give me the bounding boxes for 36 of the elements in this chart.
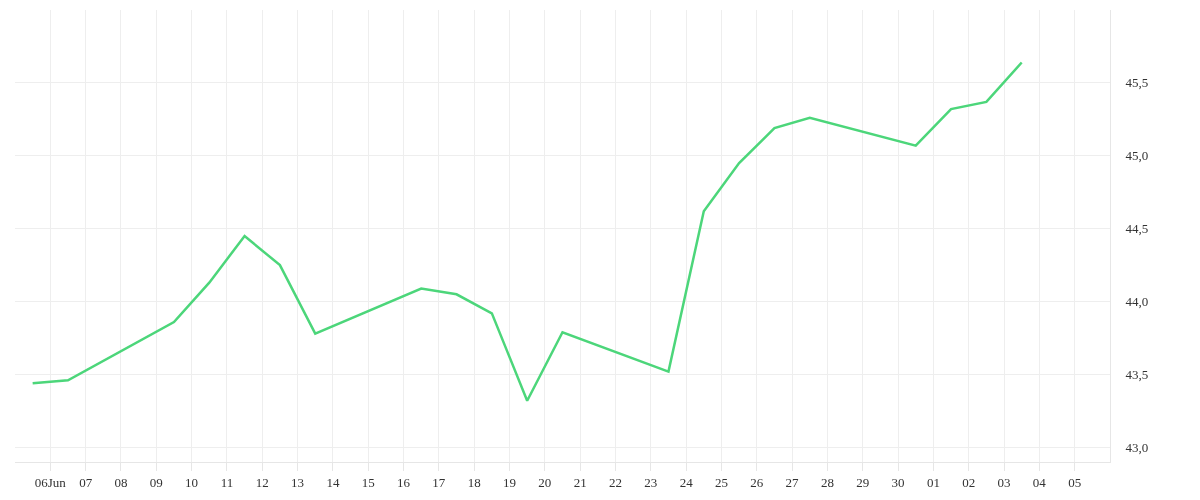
x-tick-label: 20 (538, 474, 552, 490)
x-tick-label: 02 (962, 474, 976, 490)
y-tick-label: 45,0 (1125, 148, 1149, 164)
y-tick-label: 44,5 (1125, 221, 1149, 237)
x-tick-label: 01 (926, 474, 940, 490)
x-tick-label: 06Jun (34, 474, 67, 490)
x-tick-label: 09 (149, 474, 163, 490)
x-tick-label: 08 (114, 474, 128, 490)
x-tick-label: 29 (856, 474, 870, 490)
x-tick-label: 12 (255, 474, 269, 490)
y-tick-label: 43,5 (1125, 367, 1149, 383)
x-tick-label: 28 (820, 474, 834, 490)
x-tick-label: 23 (644, 474, 658, 490)
x-tick-label: 10 (185, 474, 199, 490)
x-tick-label: 15 (361, 474, 375, 490)
x-tick-label: 21 (573, 474, 587, 490)
x-tick-label: 17 (432, 474, 446, 490)
x-tick-label: 25 (714, 474, 728, 490)
x-tick-label: 18 (467, 474, 481, 490)
x-tick-label: 05 (1068, 474, 1082, 490)
y-tick-label: 45,5 (1125, 75, 1149, 91)
x-tick-label: 11 (220, 474, 234, 490)
y-tick-label: 44,0 (1125, 294, 1149, 310)
x-tick-label: 03 (997, 474, 1011, 490)
x-tick-label: 04 (1032, 474, 1047, 490)
x-tick-label: 13 (291, 474, 305, 490)
x-tick-label: 27 (785, 474, 800, 490)
x-tick-label: 22 (608, 474, 622, 490)
x-tick-label: 24 (679, 474, 694, 490)
x-tick-label: 14 (326, 474, 340, 490)
x-tick-label: 07 (79, 474, 93, 490)
x-tick-label: 16 (397, 474, 411, 490)
y-tick-label: 43,0 (1125, 439, 1149, 455)
x-tick-label: 26 (750, 474, 764, 490)
x-tick-label: 30 (891, 474, 905, 490)
x-tick-label: 19 (503, 474, 517, 490)
